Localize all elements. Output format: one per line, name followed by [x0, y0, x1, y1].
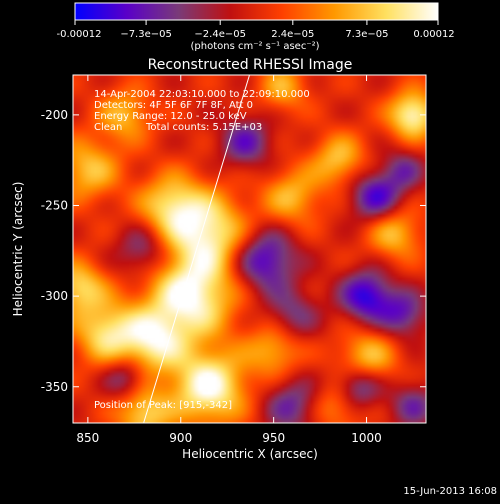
- colorbar-tick-label: −2.4e−05: [194, 29, 246, 40]
- x-axis-ticks: 850 900 950 1000: [76, 75, 382, 445]
- plot-area: [73, 75, 426, 423]
- y-tick-label: -250: [41, 199, 68, 213]
- y-tick-label: -200: [41, 108, 68, 122]
- colorbar-units: (photons cm⁻² s⁻¹ asec⁻²): [190, 41, 319, 52]
- y-tick-label: -350: [41, 380, 68, 394]
- chart-title: Reconstructed RHESSI Image: [148, 57, 353, 73]
- heatmap-image: [73, 75, 426, 423]
- colorbar-tick-label: −7.3e−05: [120, 29, 172, 40]
- y-axis-label: Heliocentric Y (arcsec): [11, 182, 25, 317]
- x-tick-label: 950: [262, 431, 285, 445]
- info-method: Clean: [94, 122, 122, 133]
- colorbar-tick-label: 2.4e−05: [271, 29, 314, 40]
- plot-frame: [72, 74, 427, 424]
- info-detectors: Detectors: 4F 5F 6F 7F 8F, Att 0: [94, 100, 253, 111]
- y-axis-ticks: -200 -250 -300 -350: [41, 108, 426, 394]
- x-tick-label: 1000: [351, 431, 382, 445]
- colorbar-ticks: -0.00012 −7.3e−05 −2.4e−05 2.4e−05 7.3e−05 0.…: [57, 20, 455, 40]
- x-axis-label: Heliocentric X (arcsec): [182, 447, 318, 461]
- info-energy: Energy Range: 12.0 - 25.0 keV: [94, 111, 247, 122]
- colorbar-tick-label: -0.00012: [57, 29, 102, 40]
- info-time: 14-Apr-2004 22:03:10.000 to 22:09:10.000: [94, 89, 310, 100]
- colorbar: [74, 2, 439, 21]
- limb-line: [143, 75, 250, 423]
- info-peak-position: Position of Peak: [915,-342]: [94, 400, 232, 411]
- timestamp: 15-Jun-2013 16:08: [403, 486, 497, 497]
- y-tick-label: -300: [41, 289, 68, 303]
- colorbar-tick-label: 0.00012: [413, 29, 454, 40]
- info-block: 14-Apr-2004 22:03:10.000 to 22:09:10.000…: [94, 89, 310, 411]
- colorbar-tick-label: 7.3e−05: [345, 29, 388, 40]
- x-tick-label: 900: [169, 431, 192, 445]
- x-tick-label: 850: [76, 431, 99, 445]
- info-counts: Total counts: 5.15E+03: [145, 122, 262, 133]
